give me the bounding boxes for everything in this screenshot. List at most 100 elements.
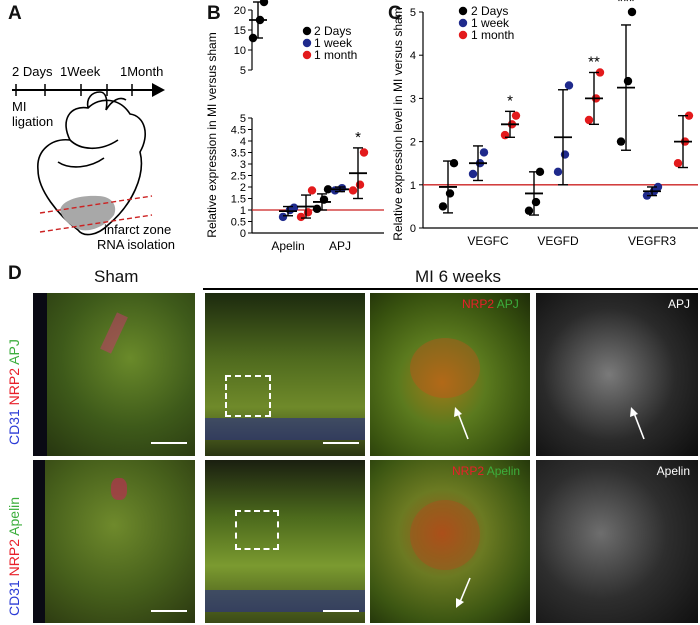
arrow-icon: [630, 407, 645, 440]
chart-c: 0 1 2 3 4 5 Relative expression level in MI ve…: [391, 0, 698, 248]
data-point: [355, 180, 365, 189]
gray-channel-label: APJ: [667, 297, 690, 311]
legend-label: 1 month: [471, 28, 514, 42]
micrograph-mi-apelin-zoom: NRP2 Apelin: [370, 460, 530, 623]
micrograph-sham-apelin: [33, 460, 195, 623]
data-point: [616, 137, 626, 146]
data-point: [511, 111, 521, 120]
scale-bar: [323, 442, 359, 444]
data-point: [312, 204, 322, 214]
data-point: [524, 206, 534, 215]
data-point: [278, 212, 288, 222]
row1-channel-label: CD31 NRP2 APJ: [6, 339, 22, 445]
timeline-label: 2 Days: [12, 64, 53, 79]
data-point: [330, 186, 340, 195]
micrograph-sham-apj: [33, 293, 195, 456]
y-tick-label: 1: [240, 205, 246, 217]
y-tick-label: 15: [234, 25, 246, 37]
rna-isolation-label: RNA isolation: [97, 237, 175, 252]
significance-label: *: [355, 129, 361, 146]
data-point: [468, 169, 478, 179]
heart-icon: [37, 91, 146, 236]
y-tick-label: 2.5: [231, 171, 246, 183]
y-tick-label: 4: [240, 136, 246, 148]
data-point: [553, 167, 563, 177]
data-point: [307, 186, 317, 195]
y-tick-label: 5: [410, 7, 416, 19]
data-point: [535, 167, 545, 177]
significance-label: ***: [617, 0, 635, 10]
y-axis-label: Relative expression level in MI versus s…: [391, 7, 405, 240]
legend-label: 2 Days: [471, 4, 508, 18]
timeline-label: 1Week: [60, 64, 101, 79]
data-point: [623, 76, 633, 86]
panel-a-schematic: 2 Days 1Week 1Month MI ligation infarct …: [12, 64, 175, 252]
legend-label: 1 week: [471, 16, 510, 30]
data-point: [560, 150, 570, 159]
data-point: [684, 111, 694, 120]
zoom-box: [235, 510, 279, 550]
data-point: [653, 182, 663, 192]
data-point: [348, 186, 358, 195]
category-label: VEGFD: [537, 234, 579, 248]
data-point: [359, 148, 369, 157]
data-point: [595, 68, 605, 77]
ligation-label: ligation: [12, 114, 53, 129]
y-tick-label: 20: [234, 5, 246, 17]
legend-marker: [458, 18, 468, 28]
significance-label: *: [507, 92, 513, 109]
micrograph-mi-apelin-overview: [205, 460, 365, 623]
legend-label: 1 month: [314, 48, 357, 62]
mi-title-rule: [203, 288, 698, 290]
y-axis-label: Relative expression in MI versus sham: [205, 32, 219, 237]
data-point: [584, 115, 594, 125]
category-label: APJ: [329, 239, 351, 253]
cut-line: [39, 214, 153, 233]
data-point: [438, 202, 448, 211]
y-tick-label: 3.5: [231, 148, 246, 160]
gray-channel-label: Apelin: [656, 464, 690, 478]
timeline-label: 1Month: [120, 64, 163, 79]
data-point: [531, 197, 541, 207]
arrow-icon: [456, 577, 471, 608]
panel-letter-b: B: [207, 3, 221, 24]
legend-label: 1 week: [314, 36, 353, 50]
legend-marker: [302, 38, 312, 48]
y-tick-label: 3: [240, 159, 246, 171]
data-point: [259, 0, 269, 7]
micrograph-mi-apj-gray: APJ: [536, 293, 698, 456]
y-tick-label: 2: [240, 182, 246, 194]
scale-bar: [151, 610, 187, 612]
data-point: [479, 148, 489, 157]
legend-marker: [302, 26, 312, 36]
data-point: [289, 203, 299, 212]
y-tick-label: 1: [410, 180, 416, 192]
micrograph-mi-apj-overview: [205, 293, 365, 456]
infarct-zone-label: infarct zone: [104, 222, 171, 237]
panel-letter-c: C: [388, 3, 402, 24]
y-tick-label: 3: [410, 93, 416, 105]
data-point: [673, 159, 683, 168]
data-point: [303, 208, 313, 217]
significance-label: **: [588, 53, 600, 70]
data-point: [627, 7, 637, 17]
y-tick-label: 0: [410, 223, 416, 235]
y-tick-label: 0: [240, 228, 246, 240]
data-point: [445, 189, 455, 198]
y-tick-label: 0.5: [231, 217, 246, 229]
legend-marker: [458, 30, 468, 40]
infarct-zone-shading: [60, 195, 116, 231]
scale-bar: [151, 442, 187, 444]
legend-marker: [302, 50, 312, 60]
y-tick-label: 5: [240, 65, 246, 77]
panel-letter-a: A: [8, 3, 22, 24]
data-point: [500, 130, 510, 140]
data-point: [564, 81, 574, 90]
category-label: VEGFC: [467, 234, 509, 248]
data-point: [296, 212, 306, 222]
row2-channel-label: CD31 NRP2 Apelin: [6, 496, 22, 616]
data-point: [323, 185, 333, 194]
zoom-box: [225, 375, 271, 417]
scale-bar: [323, 610, 359, 612]
